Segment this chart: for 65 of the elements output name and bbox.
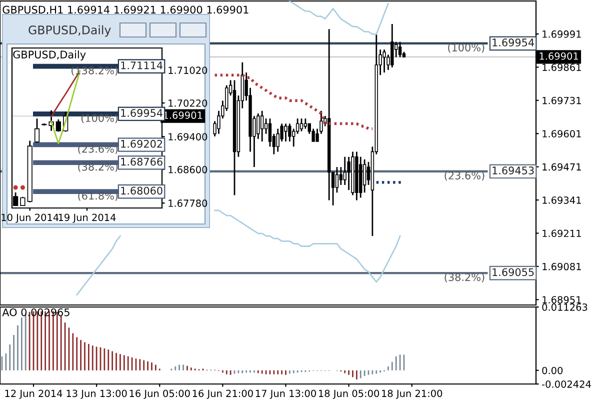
- candlestick: [335, 166, 339, 194]
- annotation: (100%): [448, 43, 484, 53]
- x-tick-label: 10 Jun 2014: [2, 214, 59, 223]
- y-tick-label: 1.69601: [542, 130, 581, 138]
- candlestick: [304, 118, 308, 130]
- x-tick-label: 16 Jun 05:00: [130, 390, 190, 399]
- y-tick-label: 1.69731: [542, 96, 581, 104]
- annotation: (100%): [81, 114, 118, 124]
- annotation: (38.2%): [444, 273, 484, 282]
- candlestick: [56, 118, 61, 132]
- ref-line-label: 1.69055: [492, 268, 534, 276]
- annotation: (138.2%): [72, 66, 118, 76]
- y-tick-label: 1.71020: [168, 66, 208, 74]
- annotation: (23.6%): [444, 171, 484, 181]
- y-tick-label: 1.69400: [168, 133, 208, 140]
- annotation: (38.2%): [78, 162, 118, 172]
- y-tick-label: 1.69211: [542, 230, 581, 238]
- y-tick-label: 1.69471: [542, 163, 581, 171]
- candlestick: [34, 118, 40, 144]
- chart-title: GBPUSD,Daily: [13, 50, 86, 60]
- x-tick-label: 18 Jun 21:00: [382, 390, 442, 399]
- candlestick: [343, 156, 346, 186]
- line-series: [213, 74, 374, 130]
- x-tick-label: 17 Jun 13:00: [256, 390, 316, 399]
- ref-line-label: 1.69901: [164, 112, 202, 119]
- chart-subtitle: GBPUSD,Daily: [28, 25, 111, 37]
- annotation: (23.6%): [78, 144, 118, 154]
- x-tick-label: 18 Jun 05:00: [318, 390, 380, 399]
- candlestick: [300, 118, 304, 132]
- y-tick-label: -0.002424: [542, 380, 591, 388]
- y-tick-label: 0.011263: [542, 303, 588, 311]
- ref-line-label: 1.71114: [121, 62, 162, 70]
- line-series: [288, 1, 389, 35]
- x-tick-label: 13 Jun 13:00: [66, 390, 127, 399]
- y-tick-label: 1.69861: [542, 64, 581, 71]
- candlestick: [398, 41, 402, 58]
- y-tick-label: 1.69081: [542, 262, 581, 270]
- candlestick: [362, 158, 366, 194]
- candlestick: [260, 110, 264, 142]
- y-tick-label: 1.70220: [168, 99, 208, 107]
- y-tick-label: 1.68600: [168, 166, 208, 174]
- candlestick: [382, 48, 386, 74]
- annotation: (61.8%): [78, 192, 118, 201]
- chart-title: AO 0.002965: [2, 308, 70, 316]
- ref-line-label: 1.69954: [492, 38, 534, 46]
- chart-title: GBPUSD,H1 1.69914 1.69921 1.69900 1.69901: [2, 6, 248, 15]
- candlestick: [390, 23, 394, 68]
- ref-line-label: 1.69954: [121, 109, 162, 117]
- x-tick-label: 12 Jun 2014: [5, 390, 62, 399]
- ref-line-label: 1.68060: [121, 186, 162, 195]
- ref-line-label: 1.69901: [540, 52, 578, 60]
- candlestick: [284, 122, 288, 142]
- x-tick-label: 19 Jun 2014: [58, 214, 116, 223]
- candlestick: [347, 156, 350, 191]
- candlestick: [339, 166, 343, 186]
- y-tick-label: 1.67780: [168, 200, 208, 207]
- y-tick-label: 1.69991: [542, 30, 581, 38]
- x-tick-label: 16 Jun 21:00: [192, 390, 253, 399]
- ref-line-label: 1.68766: [121, 158, 162, 166]
- ref-line-label: 1.69202: [121, 140, 162, 148]
- y-tick-label: 0.00: [542, 366, 563, 374]
- y-tick-label: 1.68951: [542, 296, 581, 304]
- candlestick: [288, 122, 292, 142]
- y-tick-label: 1.69341: [542, 196, 581, 204]
- ref-line-label: 1.69453: [492, 166, 534, 174]
